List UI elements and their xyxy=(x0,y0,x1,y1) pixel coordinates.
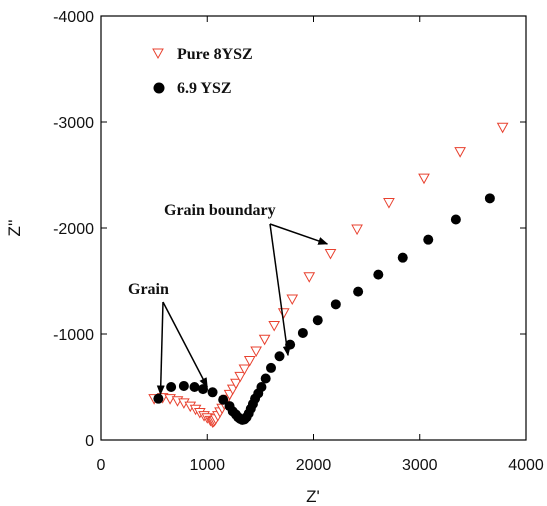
data-point xyxy=(250,346,262,357)
data-point xyxy=(218,394,229,405)
x-tick-label: 2000 xyxy=(296,457,332,474)
data-point xyxy=(277,308,290,319)
plot-frame xyxy=(100,15,527,441)
data-point xyxy=(484,193,495,204)
annotation-arrow xyxy=(162,301,208,388)
data-point xyxy=(418,173,430,185)
y-tick-label: 0 xyxy=(85,433,94,450)
data-point xyxy=(303,272,316,283)
x-tick-labels: 0 1000 2000 3000 4000 xyxy=(97,457,544,474)
axis-ticks xyxy=(100,15,527,441)
y-tick-labels: 0 -1000 -2000 -3000 -4000 xyxy=(53,9,94,450)
series-layer xyxy=(148,122,509,429)
y-tick-label: -3000 xyxy=(53,115,94,132)
data-point xyxy=(286,294,299,306)
data-point xyxy=(351,224,363,236)
legend: Pure 8YSZ 6.9 YSZ xyxy=(152,46,253,97)
y-tick-label: -2000 xyxy=(53,221,94,238)
annotation-arrow xyxy=(269,223,329,245)
legend-marker-pure-8ysz xyxy=(152,48,164,60)
legend-label-pure-8ysz: Pure 8YSZ xyxy=(177,46,253,63)
data-point xyxy=(268,321,281,332)
annotation-grain: Grain xyxy=(128,281,169,298)
data-point xyxy=(238,364,251,376)
data-point xyxy=(330,299,341,310)
x-tick-label: 4000 xyxy=(508,457,544,474)
series-0 xyxy=(148,122,509,429)
data-point xyxy=(297,327,308,338)
data-point xyxy=(230,378,242,390)
x-tick-label: 3000 xyxy=(402,457,438,474)
data-point xyxy=(274,351,285,362)
data-point xyxy=(153,393,164,404)
legend-label-6-9-ysz: 6.9 YSZ xyxy=(177,80,232,97)
data-point xyxy=(383,198,395,209)
data-point xyxy=(234,371,247,383)
y-tick-label: -1000 xyxy=(53,327,94,344)
data-point xyxy=(266,362,276,373)
annotation-arrow xyxy=(156,301,165,396)
data-point xyxy=(423,234,434,245)
x-tick-label: 1000 xyxy=(189,457,225,474)
data-point xyxy=(450,214,461,225)
data-point xyxy=(189,382,200,392)
annotation-grain-boundary: Grain boundary xyxy=(164,202,276,219)
annotation-arrow xyxy=(269,223,291,357)
data-point xyxy=(166,382,177,392)
data-point xyxy=(373,269,384,280)
data-point xyxy=(397,252,408,263)
y-axis-title: Z'' xyxy=(5,220,24,237)
data-point xyxy=(256,382,267,392)
legend-marker-6-9-ysz xyxy=(153,82,165,94)
data-point xyxy=(324,248,337,260)
y-tick-label: -4000 xyxy=(53,9,94,26)
data-point xyxy=(260,373,271,384)
data-point xyxy=(312,315,323,326)
series-1 xyxy=(153,193,495,425)
data-point xyxy=(258,334,271,346)
annotations: Grain Grain boundary xyxy=(128,202,329,396)
data-point xyxy=(454,147,466,158)
x-tick-label: 0 xyxy=(97,457,106,474)
data-point xyxy=(178,380,189,391)
x-axis-title: Z' xyxy=(306,487,320,506)
data-point xyxy=(353,286,364,297)
data-point xyxy=(243,356,256,367)
data-point xyxy=(496,122,509,134)
data-point xyxy=(207,387,218,398)
